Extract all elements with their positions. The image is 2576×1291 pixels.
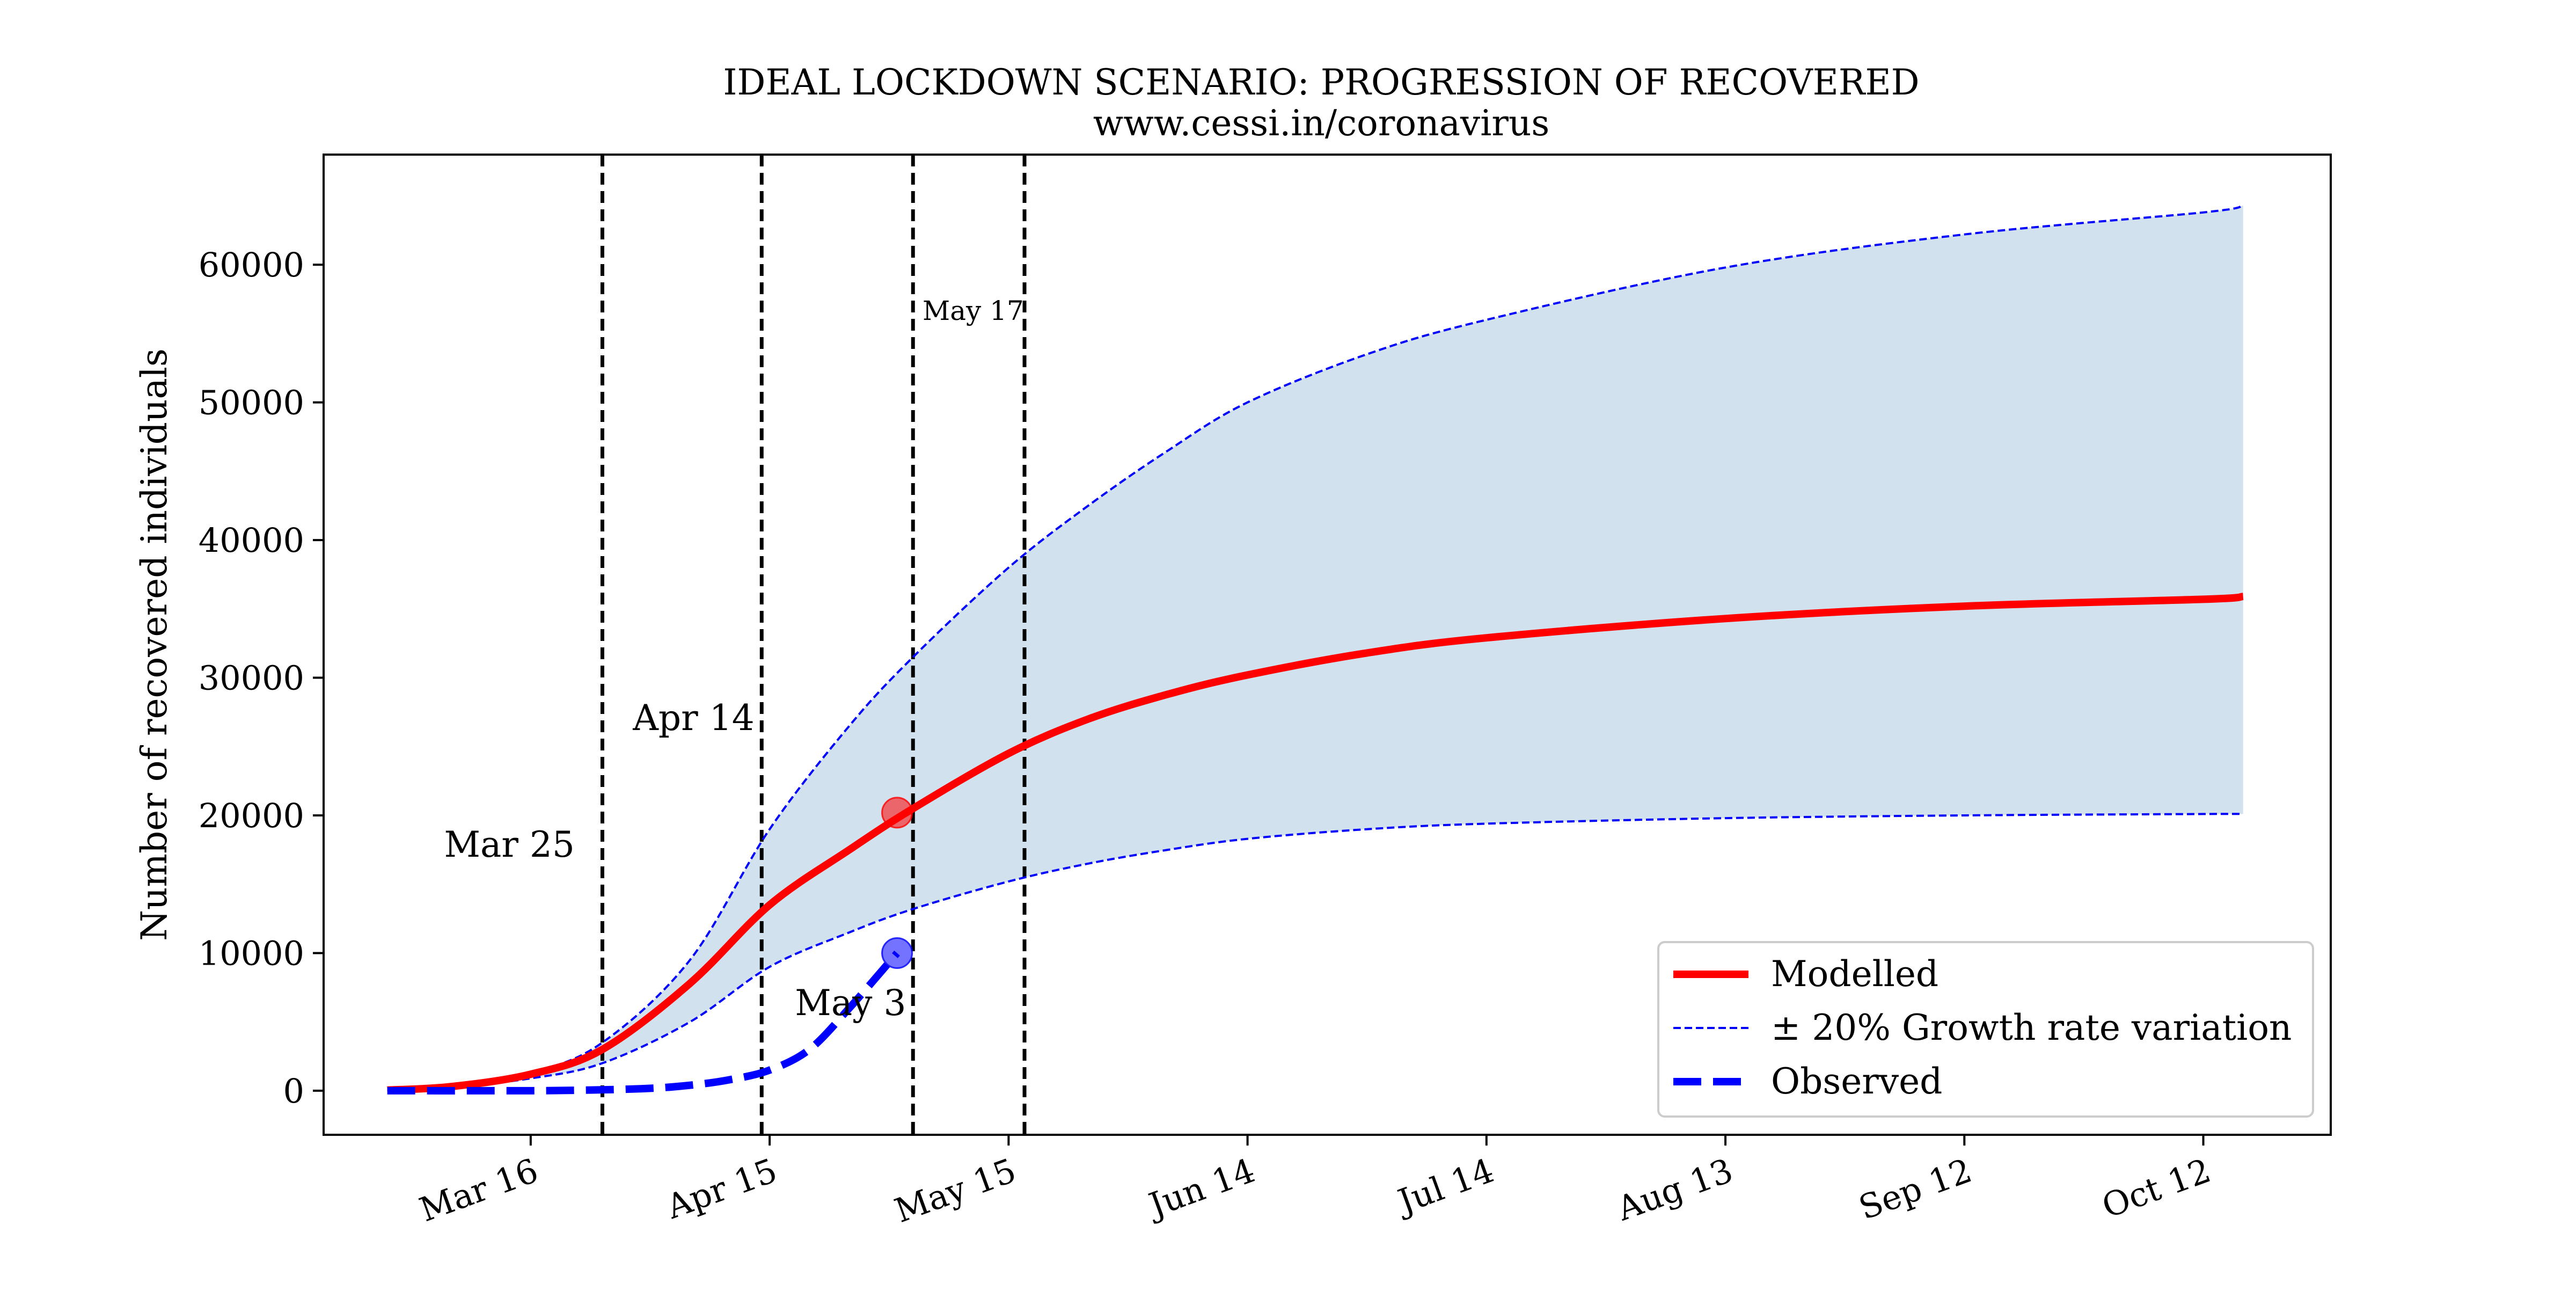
y-tick-label: 30000 — [199, 659, 304, 698]
y-tick-label: 50000 — [199, 383, 304, 422]
vline-label-2: May 3 — [795, 982, 906, 1024]
legend-label-1: ± 20% Growth rate variation — [1771, 1007, 2292, 1048]
y-tick-label: 0 — [283, 1071, 304, 1111]
x-tick-label: Apr 15 — [661, 1150, 782, 1227]
y-tick-label: 20000 — [199, 796, 304, 835]
x-tick-label: Mar 16 — [414, 1150, 543, 1229]
x-tick-label: Sep 12 — [1854, 1150, 1977, 1227]
series-growth-lower-line — [387, 813, 2243, 1091]
y-tick-label: 10000 — [199, 933, 304, 973]
y-axis-label: Number of recovered individuals — [134, 348, 175, 941]
data-marker-0 — [881, 797, 913, 829]
y-tick-label: 40000 — [199, 521, 304, 560]
plot-frame — [323, 154, 2332, 1136]
legend-label-2: Observed — [1771, 1061, 1942, 1102]
chart-title: IDEAL LOCKDOWN SCENARIO: PROGRESSION OF … — [723, 62, 1919, 103]
x-tick-label: May 15 — [890, 1150, 1021, 1230]
series-line-2 — [387, 950, 900, 1095]
markers-layer — [881, 797, 913, 969]
chart-subtitle: www.cessi.in/coronavirus — [1093, 103, 1550, 144]
uncertainty-band-layer — [387, 205, 2243, 1090]
series-growth-upper-line — [387, 204, 2244, 1091]
x-tick-label: Jul 14 — [1390, 1150, 1499, 1222]
annotations-layer: Mar 25 Apr 14 May 3 May 17 — [444, 295, 1023, 1024]
data-marker-1 — [881, 937, 913, 969]
vline-label-0: Mar 25 — [444, 824, 574, 865]
x-tick-label: Oct 12 — [2097, 1150, 2215, 1226]
x-tick-label: Aug 13 — [1612, 1150, 1738, 1228]
legend: Modelled ± 20% Growth rate variation Obser… — [1657, 941, 2314, 1118]
legend-label-0: Modelled — [1771, 953, 1938, 995]
uncertainty-band-fill — [387, 205, 2243, 1090]
series-line-0 — [387, 593, 2244, 1094]
vline-label-1: Apr 14 — [632, 697, 754, 739]
legend-box — [1657, 941, 2314, 1118]
x-tick-label: Jun 14 — [1141, 1150, 1260, 1226]
vline-label-3: May 17 — [923, 295, 1024, 326]
series-layer — [387, 204, 2244, 1095]
y-tick-label: 60000 — [199, 245, 304, 285]
